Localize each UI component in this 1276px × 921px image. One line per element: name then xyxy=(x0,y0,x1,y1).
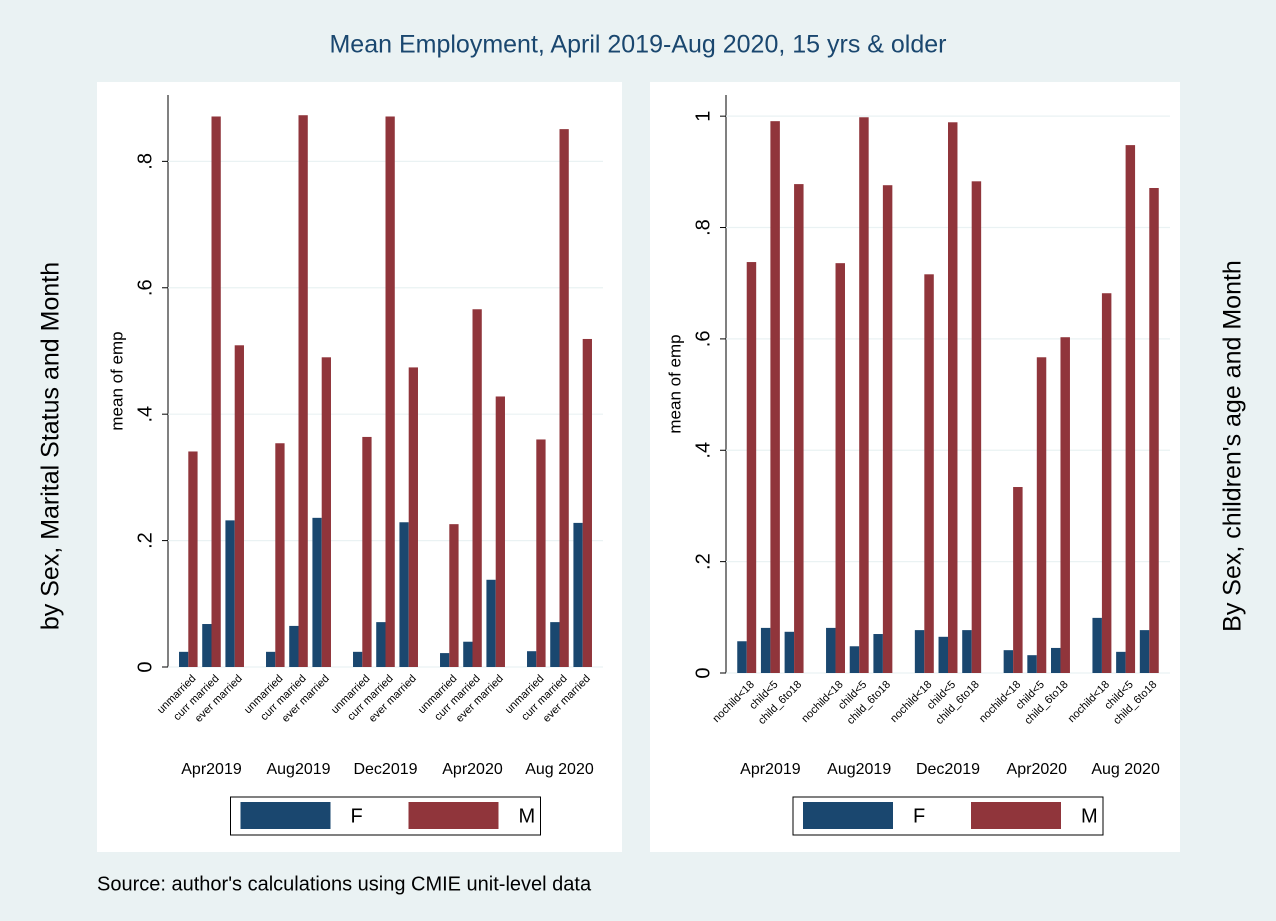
side-title: By Sex, children's age and Month xyxy=(1219,260,1247,632)
legend-swatch xyxy=(240,802,331,829)
bar xyxy=(573,522,583,667)
bar xyxy=(1139,630,1150,673)
bar xyxy=(1125,145,1136,673)
legend-swatch xyxy=(971,802,1061,829)
bar xyxy=(1013,487,1023,673)
y-tick-label: 0 xyxy=(692,667,714,678)
bar xyxy=(1051,647,1061,673)
legend-label: F xyxy=(913,805,925,827)
bar xyxy=(225,520,235,667)
legend-swatch xyxy=(408,802,499,829)
bar xyxy=(353,651,363,667)
bar xyxy=(784,631,795,673)
group-label: Aug2019 xyxy=(827,761,891,778)
bar xyxy=(376,622,386,667)
note: Source: author's calculations using CMIE… xyxy=(97,873,592,895)
group-label: Aug 2020 xyxy=(525,761,594,778)
bar xyxy=(1027,655,1037,673)
bar xyxy=(760,627,771,673)
bar xyxy=(486,579,496,667)
bar xyxy=(971,181,982,673)
bar xyxy=(234,345,244,667)
bar xyxy=(1003,650,1014,673)
bar xyxy=(440,653,450,667)
bar xyxy=(794,184,804,673)
bar xyxy=(527,651,537,667)
bar xyxy=(746,262,757,673)
group-label: Dec2019 xyxy=(353,761,417,778)
bar xyxy=(737,641,747,673)
group-label: Apr2019 xyxy=(181,761,242,778)
y-tick-label: .6 xyxy=(692,331,714,348)
bar xyxy=(449,524,459,667)
legend-swatch xyxy=(803,802,893,829)
bar xyxy=(536,439,546,667)
y-axis-title: mean of emp xyxy=(665,334,684,433)
bar xyxy=(859,117,869,673)
y-axis-title: mean of emp xyxy=(107,331,126,430)
group-label: Dec2019 xyxy=(916,761,980,778)
y-tick-label: .4 xyxy=(134,406,156,423)
y-tick-label: .4 xyxy=(692,442,714,459)
bar xyxy=(321,357,331,667)
y-tick-label: 1 xyxy=(692,111,714,122)
bar xyxy=(1116,651,1126,673)
bar xyxy=(938,636,948,673)
chart-title: Mean Employment, April 2019-Aug 2020, 15… xyxy=(329,31,946,59)
bar xyxy=(1149,187,1159,673)
bar xyxy=(188,451,198,667)
bar xyxy=(914,630,925,673)
legend-label: M xyxy=(519,805,536,827)
bar xyxy=(211,116,221,667)
y-tick-label: .2 xyxy=(134,532,156,549)
bar xyxy=(275,443,285,667)
group-label: Apr2020 xyxy=(1007,761,1068,778)
group-label: Apr2020 xyxy=(442,761,503,778)
y-tick-label: .6 xyxy=(134,279,156,296)
bar xyxy=(559,129,569,668)
bar xyxy=(202,624,212,667)
bar xyxy=(1036,357,1047,673)
panel xyxy=(97,82,622,852)
bar xyxy=(408,367,418,667)
bar xyxy=(266,651,276,667)
bar xyxy=(873,634,883,673)
bar xyxy=(948,122,958,674)
bar xyxy=(463,641,473,667)
bar xyxy=(179,651,189,667)
bar xyxy=(312,517,322,667)
bar xyxy=(1060,337,1070,673)
group-label: Apr2019 xyxy=(740,761,801,778)
legend-label: F xyxy=(351,805,363,827)
bar xyxy=(550,622,560,667)
bar xyxy=(835,263,845,673)
legend-label: M xyxy=(1081,805,1098,827)
bar xyxy=(582,338,592,667)
y-tick-label: 0 xyxy=(134,661,156,672)
y-tick-label: .2 xyxy=(692,553,714,570)
bar xyxy=(962,630,972,673)
bar xyxy=(882,185,893,673)
bar xyxy=(826,627,836,673)
group-label: Aug2019 xyxy=(266,761,330,778)
bar xyxy=(362,436,372,667)
bar xyxy=(924,274,934,673)
bar xyxy=(289,625,299,667)
bar xyxy=(298,115,308,668)
panel xyxy=(650,82,1180,852)
group-label: Aug 2020 xyxy=(1091,761,1160,778)
side-title: by Sex, Marital Status and Month xyxy=(37,262,65,630)
bar xyxy=(472,309,482,667)
bar xyxy=(1101,293,1112,673)
bar xyxy=(770,121,780,673)
y-tick-label: .8 xyxy=(134,153,156,170)
y-tick-label: .8 xyxy=(692,219,714,236)
bar xyxy=(495,396,505,667)
bar xyxy=(385,116,395,667)
bar xyxy=(399,522,409,667)
bar xyxy=(849,646,860,673)
bar xyxy=(1092,617,1102,673)
